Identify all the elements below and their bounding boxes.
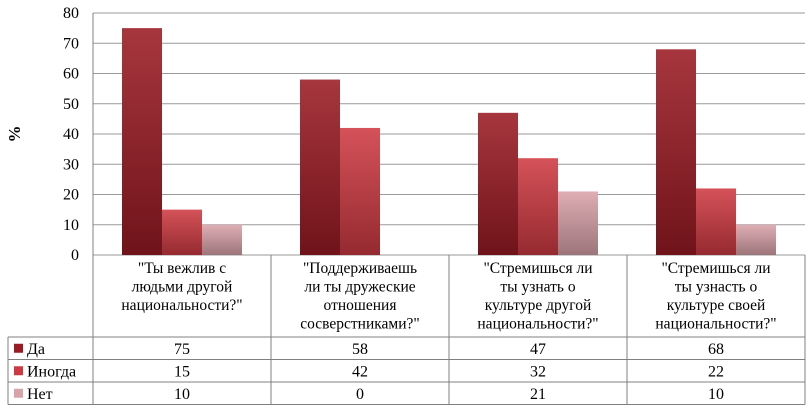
data-value: 0 bbox=[356, 386, 364, 403]
y-tick-label: 60 bbox=[63, 66, 79, 83]
category-label: культуре своей bbox=[667, 297, 766, 314]
y-tick-label: 0 bbox=[71, 247, 79, 264]
category-label: ты узнать о bbox=[500, 279, 575, 296]
bar bbox=[656, 49, 696, 255]
y-tick-label: 10 bbox=[63, 217, 79, 234]
bar bbox=[736, 224, 776, 255]
category-label: "Стремишься ли bbox=[661, 260, 770, 277]
bar bbox=[696, 188, 736, 255]
y-tick-label: 40 bbox=[63, 126, 79, 143]
bar bbox=[162, 209, 202, 255]
bar bbox=[122, 28, 162, 255]
y-tick-label: 80 bbox=[63, 5, 79, 22]
category-label: людьми другой bbox=[132, 279, 233, 296]
category-label: национальности?" bbox=[655, 316, 776, 333]
data-value: 42 bbox=[352, 363, 368, 380]
data-value: 10 bbox=[174, 386, 190, 403]
category-label: "Поддерживаешь bbox=[303, 260, 417, 277]
bar bbox=[478, 112, 518, 255]
y-tick-label: 30 bbox=[63, 156, 79, 173]
category-label: "Ты вежлив с bbox=[138, 260, 226, 277]
bar bbox=[518, 158, 558, 255]
data-value: 47 bbox=[530, 341, 546, 358]
y-axis-label: % bbox=[5, 126, 24, 143]
bar bbox=[202, 224, 242, 255]
data-value: 21 bbox=[530, 386, 546, 403]
data-value: 58 bbox=[352, 341, 368, 358]
category-label: культуре другой bbox=[485, 297, 592, 314]
data-value: 15 bbox=[174, 363, 190, 380]
data-value: 68 bbox=[708, 341, 724, 358]
legend-key bbox=[14, 366, 23, 376]
bar bbox=[340, 127, 380, 255]
data-value: 22 bbox=[708, 363, 724, 380]
legend-key bbox=[14, 388, 23, 398]
bar bbox=[558, 191, 598, 255]
category-label: национальности?" bbox=[477, 316, 598, 333]
bar bbox=[300, 79, 340, 255]
data-value: 32 bbox=[530, 363, 546, 380]
data-value: 75 bbox=[174, 341, 190, 358]
category-label: отношения bbox=[324, 297, 397, 314]
series-name: Нет bbox=[27, 386, 53, 403]
y-tick-label: 50 bbox=[63, 96, 79, 113]
series-name: Да bbox=[27, 341, 45, 358]
data-value: 10 bbox=[708, 386, 724, 403]
y-tick-label: 70 bbox=[63, 35, 79, 52]
category-label: национальности?" bbox=[121, 297, 242, 314]
series-name: Иногда bbox=[27, 363, 76, 380]
category-label: "Стремишься ли bbox=[483, 260, 592, 277]
legend-key bbox=[14, 343, 23, 353]
category-label: ты узнасть о bbox=[675, 279, 758, 296]
category-label: ли ты дружеские bbox=[304, 279, 415, 296]
y-tick-label: 20 bbox=[63, 187, 79, 204]
category-label: сосверстниками?" bbox=[300, 316, 419, 333]
